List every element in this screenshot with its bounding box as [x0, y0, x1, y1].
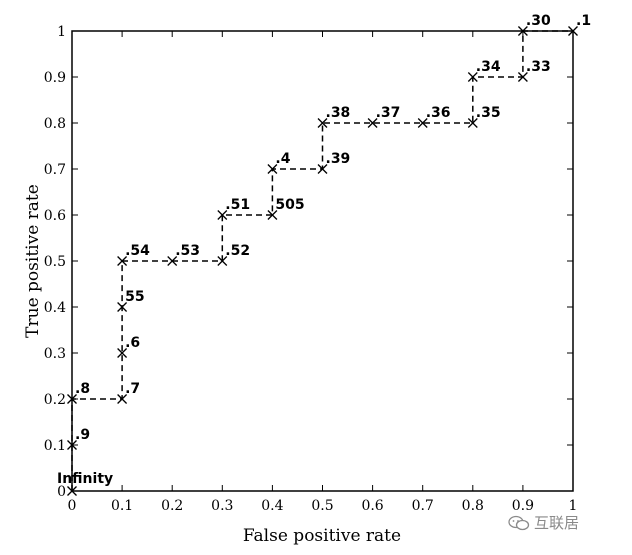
y-tick-label: 0.9 — [44, 70, 66, 86]
point-label: .8 — [75, 381, 90, 397]
point-marker — [117, 348, 128, 358]
point-marker — [267, 164, 278, 174]
x-axis-title: False positive rate — [243, 526, 401, 546]
roc-curve-line — [71, 30, 573, 491]
point-label: .52 — [225, 243, 250, 259]
point-label: .36 — [426, 105, 451, 121]
y-tick-label: 0 — [57, 484, 66, 500]
axis-ticks — [71, 30, 574, 492]
point-label: .9 — [75, 427, 90, 443]
x-tick-label: 0.1 — [111, 498, 133, 514]
point-label: .4 — [275, 151, 290, 167]
point-marker — [267, 210, 278, 220]
x-tick-label: 0.3 — [211, 498, 233, 514]
x-tick-label: 0.6 — [361, 498, 383, 514]
y-tick-label: 0.4 — [44, 300, 66, 316]
x-tick-label: 0.4 — [261, 498, 283, 514]
x-tick-label: 0.2 — [161, 498, 183, 514]
point-marker — [417, 118, 428, 128]
point-marker — [317, 118, 328, 128]
point-label: .6 — [125, 335, 140, 351]
x-tick-label: 0.7 — [412, 498, 434, 514]
point-markers — [67, 26, 578, 496]
point-marker — [217, 210, 228, 220]
y-tick-label: 0.7 — [44, 162, 66, 178]
point-label: .7 — [125, 381, 140, 397]
point-marker — [367, 118, 378, 128]
watermark: 互联居 — [508, 512, 579, 533]
point-marker — [117, 256, 128, 266]
point-label: Infinity — [57, 471, 113, 487]
point-marker — [517, 26, 528, 36]
y-tick-label: 0.3 — [44, 346, 66, 362]
point-marker — [67, 440, 77, 450]
point-label: .33 — [526, 59, 551, 75]
wechat-icon — [508, 515, 530, 530]
x-tick-label: 0.9 — [512, 498, 534, 514]
point-marker — [467, 118, 478, 128]
point-label: .51 — [225, 197, 250, 213]
watermark-text: 互联居 — [534, 514, 580, 532]
point-label: .54 — [125, 243, 150, 259]
x-tick-label: 0.8 — [462, 498, 484, 514]
point-marker — [117, 394, 128, 404]
point-marker — [67, 394, 77, 404]
point-label: .35 — [476, 105, 501, 121]
point-marker — [117, 302, 128, 312]
x-tick-label: 0.5 — [311, 498, 333, 514]
y-tick-label: 0.2 — [44, 392, 66, 408]
point-label: .53 — [175, 243, 200, 259]
point-label: 55 — [125, 289, 144, 305]
x-tick-labels: 0 0.1 0.2 0.3 0.4 0.5 0.6 0.7 0.8 0.9 1 — [68, 498, 578, 514]
point-marker — [568, 26, 578, 36]
point-label: .34 — [476, 59, 501, 75]
point-label: 505 — [275, 197, 304, 213]
point-label: .30 — [526, 13, 551, 29]
point-label: .1 — [576, 13, 591, 29]
point-label: .37 — [376, 105, 401, 121]
point-label: .38 — [326, 105, 351, 121]
point-label: .39 — [326, 151, 351, 167]
y-tick-labels: 0 0.1 0.2 0.3 0.4 0.5 0.6 0.7 0.8 0.9 1 — [44, 24, 66, 500]
y-tick-label: 0.8 — [44, 116, 66, 132]
y-tick-label: 0.6 — [44, 208, 66, 224]
point-marker — [217, 256, 228, 266]
point-marker — [467, 72, 478, 82]
y-tick-label: 0.5 — [44, 254, 66, 270]
point-marker — [167, 256, 178, 266]
x-tick-label: 0 — [68, 498, 77, 514]
point-marker — [67, 486, 77, 496]
x-tick-label: 1 — [569, 498, 578, 514]
y-tick-label: 1 — [57, 24, 66, 40]
point-labels: Infinity .9 .8 .7 .6 55 .54 .53 .52 .51 505 .4 .39 .3… — [57, 13, 591, 487]
point-marker — [317, 164, 328, 174]
y-axis-title: True positive rate — [23, 184, 43, 338]
y-tick-label: 0.1 — [44, 438, 66, 454]
point-marker — [517, 72, 528, 82]
